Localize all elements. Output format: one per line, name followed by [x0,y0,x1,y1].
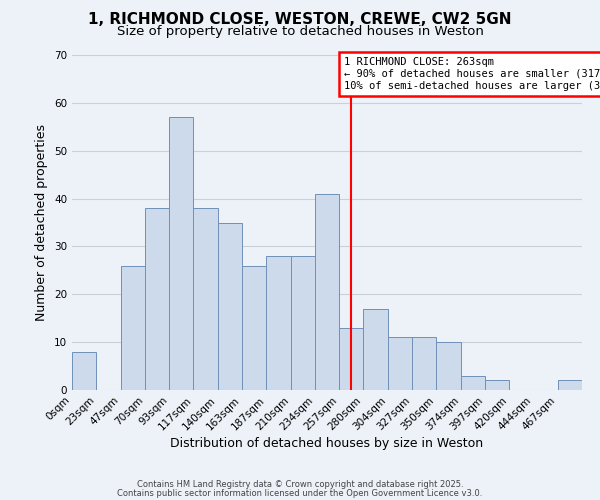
Bar [315,194,339,390]
Bar [169,117,193,390]
Text: 1, RICHMOND CLOSE, WESTON, CREWE, CW2 5GN: 1, RICHMOND CLOSE, WESTON, CREWE, CW2 5G… [88,12,512,28]
Text: Contains public sector information licensed under the Open Government Licence v3: Contains public sector information licen… [118,488,482,498]
Bar [364,308,388,390]
Bar [436,342,461,390]
Bar [412,338,436,390]
Bar [242,266,266,390]
Text: 1 RICHMOND CLOSE: 263sqm
← 90% of detached houses are smaller (317)
10% of semi-: 1 RICHMOND CLOSE: 263sqm ← 90% of detach… [344,58,600,90]
Bar [218,222,242,390]
Bar [485,380,509,390]
Bar [290,256,315,390]
X-axis label: Distribution of detached houses by size in Weston: Distribution of detached houses by size … [170,438,484,450]
Bar [266,256,290,390]
Text: Contains HM Land Registry data © Crown copyright and database right 2025.: Contains HM Land Registry data © Crown c… [137,480,463,489]
Bar [193,208,218,390]
Bar [121,266,145,390]
Bar [145,208,169,390]
Bar [388,338,412,390]
Bar [461,376,485,390]
Bar [72,352,96,390]
Bar [339,328,364,390]
Bar [558,380,582,390]
Y-axis label: Number of detached properties: Number of detached properties [35,124,49,321]
Text: Size of property relative to detached houses in Weston: Size of property relative to detached ho… [116,25,484,38]
